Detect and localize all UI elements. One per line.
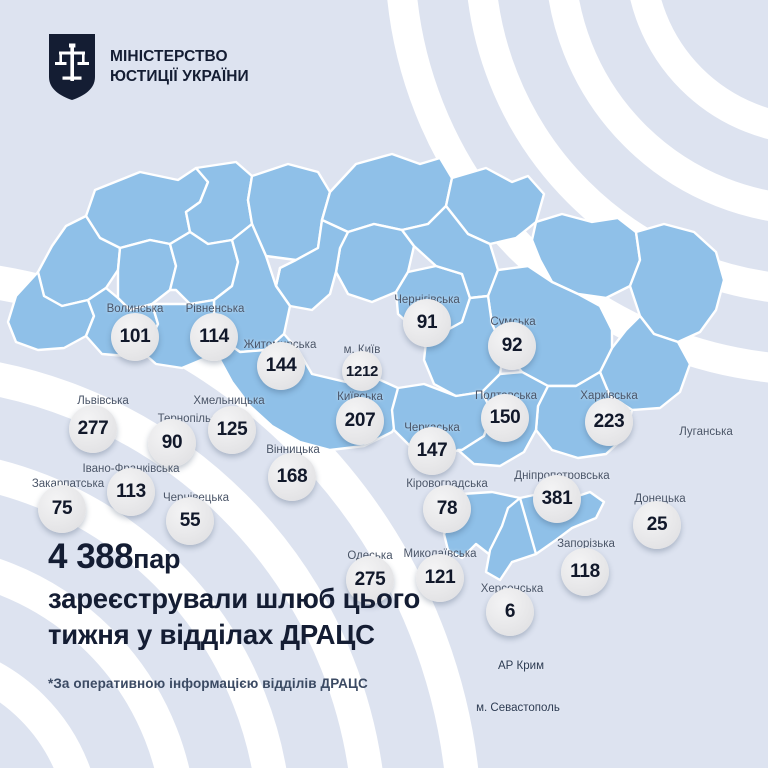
region-label-кіровоградська: Кіровоградська — [406, 478, 488, 490]
region-value-badge-полтавська: 150 — [481, 394, 529, 442]
region-value-badge-черкаська: 147 — [408, 427, 456, 475]
region-value-badge-чернівецька: 55 — [166, 497, 214, 545]
region-value-badge-вінницька: 168 — [268, 453, 316, 501]
logo-line-2: ЮСТИЦІЇ УКРАЇНИ — [110, 68, 249, 85]
headline: 4 388пар зареєстрували шлюб цього тижня … — [48, 534, 478, 654]
region-value-badge-херсонська: 6 — [486, 588, 534, 636]
region-value-badge-одеська: 275 — [346, 556, 394, 604]
region-value-badge-миколаївська: 121 — [416, 554, 464, 602]
region-value-badge-м-київ: 1212 — [342, 351, 382, 391]
ministry-logo-text: МІНІСТЕРСТВО ЮСТИЦІЇ УКРАЇНИ — [110, 47, 249, 87]
region-value-badge-київська: 207 — [336, 397, 384, 445]
region-value-badge-тернопільська: 90 — [148, 419, 196, 467]
headline-unit: пар — [133, 544, 181, 574]
region-label-рівненська: Рівненська — [185, 303, 245, 315]
headline-line-3: тижня у відділах ДРАЦС — [48, 619, 375, 651]
headline-number: 4 388 — [48, 537, 134, 576]
region-value-badge-закарпатська: 75 — [38, 485, 86, 533]
region-value-badge-житомирська: 144 — [257, 342, 305, 390]
region-value-badge-кіровоградська: 78 — [423, 485, 471, 533]
headline-line-2: зареєстрували шлюб цього — [48, 582, 421, 614]
region-label-волинська: Волинська — [106, 303, 164, 315]
region-value-badge-львівська: 277 — [69, 405, 117, 453]
region-value-badge-івано-франківська: 113 — [107, 468, 155, 516]
region-label-запорізька: Запорізька — [557, 538, 615, 550]
footnote: *За оперативною інформацією відділів ДРА… — [48, 676, 368, 691]
geo-label-м-севастополь: м. Севастополь — [476, 702, 560, 714]
ministry-logo: МІНІСТЕРСТВО ЮСТИЦІЇ УКРАЇНИ — [48, 33, 249, 101]
region-value-badge-чернігівська: 91 — [403, 299, 451, 347]
geo-label-ар-крим: АР Крим — [498, 660, 544, 672]
region-value-badge-волинська: 101 — [111, 313, 159, 361]
region-value-badge-сумська: 92 — [488, 322, 536, 370]
region-label-хмельницька: Хмельницька — [193, 395, 265, 407]
region-value-badge-рівненська: 114 — [190, 313, 238, 361]
scales-of-justice-shield-icon — [49, 34, 95, 100]
region-value-badge-хмельницька: 125 — [208, 406, 256, 454]
logo-line-1: МІНІСТЕРСТВО — [110, 48, 228, 66]
region-label-харківська: Харківська — [580, 390, 638, 402]
region-value-badge-донецька: 25 — [633, 501, 681, 549]
region-label-луганська: Луганська — [679, 426, 733, 438]
region-value-badge-дніпропетровська: 381 — [533, 475, 581, 523]
region-value-badge-запорізька: 118 — [561, 548, 609, 596]
region-label-вінницька: Вінницька — [266, 444, 320, 456]
region-value-badge-харківська: 223 — [585, 398, 633, 446]
region-label-львівська: Львівська — [77, 395, 129, 407]
